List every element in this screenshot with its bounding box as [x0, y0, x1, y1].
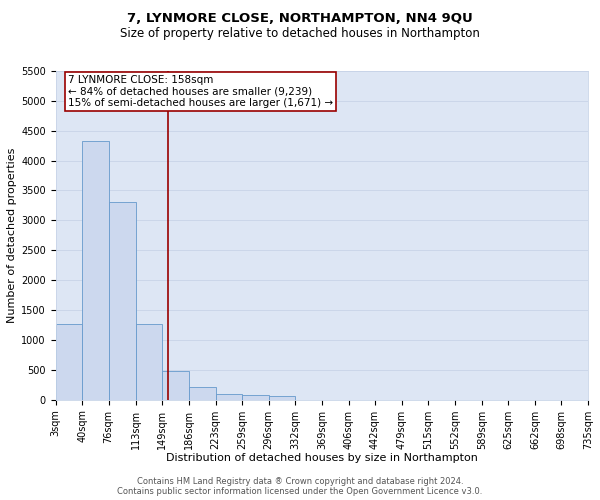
Bar: [162, 371, 189, 400]
Bar: [215, 394, 242, 400]
Text: Contains HM Land Registry data ® Crown copyright and database right 2024.: Contains HM Land Registry data ® Crown c…: [137, 477, 463, 486]
Text: Contains public sector information licensed under the Open Government Licence v3: Contains public sector information licen…: [118, 487, 482, 496]
Text: 7 LYNMORE CLOSE: 158sqm
← 84% of detached houses are smaller (9,239)
15% of semi: 7 LYNMORE CLOSE: 158sqm ← 84% of detache…: [68, 75, 333, 108]
Bar: [189, 387, 215, 400]
Bar: [242, 396, 269, 400]
Bar: [82, 141, 109, 400]
X-axis label: Distribution of detached houses by size in Northampton: Distribution of detached houses by size …: [166, 453, 478, 463]
Bar: [56, 324, 82, 400]
Y-axis label: Number of detached properties: Number of detached properties: [7, 148, 17, 323]
Bar: [136, 324, 162, 400]
Bar: [109, 202, 136, 400]
Text: Size of property relative to detached houses in Northampton: Size of property relative to detached ho…: [120, 28, 480, 40]
Text: 7, LYNMORE CLOSE, NORTHAMPTON, NN4 9QU: 7, LYNMORE CLOSE, NORTHAMPTON, NN4 9QU: [127, 12, 473, 26]
Bar: [269, 396, 295, 400]
